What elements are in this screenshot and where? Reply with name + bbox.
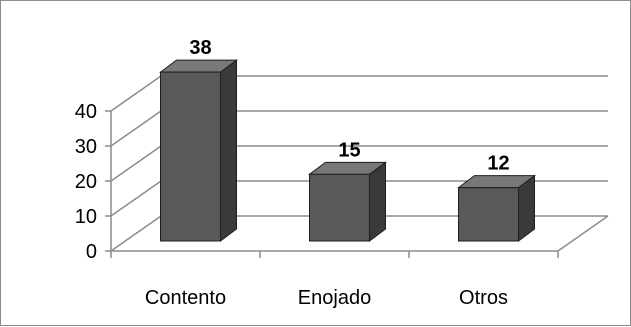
gridline-wall-diagonal	[110, 145, 162, 182]
gridline-wall-diagonal	[110, 110, 162, 147]
category-label: Contento	[145, 287, 226, 309]
bar-front-face	[458, 187, 519, 242]
y-tick-label: 30	[75, 136, 97, 158]
y-tick-label: 0	[86, 241, 97, 263]
floor-right-edge	[557, 215, 609, 252]
data-label: 15	[338, 139, 360, 161]
bar-otros	[457, 174, 536, 242]
data-label: 12	[487, 153, 509, 175]
bar-contento	[158, 59, 239, 242]
category-label: Otros	[459, 287, 508, 309]
y-tick-label: 20	[75, 171, 97, 193]
data-label: 38	[189, 37, 211, 59]
bar-side-face	[369, 161, 386, 242]
y-tick-label: 10	[75, 206, 97, 228]
gridline-wall-diagonal	[110, 180, 162, 217]
gridline-wall-diagonal	[110, 215, 162, 252]
y-tick-label: 40	[75, 101, 97, 123]
bar-side-face	[220, 59, 237, 242]
bar-layer	[158, 59, 536, 242]
bar-front-face	[309, 173, 370, 242]
bar-enojado	[308, 161, 387, 242]
bar-front-face	[160, 71, 221, 242]
category-label: Enojado	[298, 287, 371, 309]
gridline-wall-diagonal	[110, 75, 162, 112]
axis-layer: 0 10 20 30 40	[75, 101, 559, 263]
label-layer: 38 Contento 15 Enojado 12 Otros	[145, 37, 510, 309]
